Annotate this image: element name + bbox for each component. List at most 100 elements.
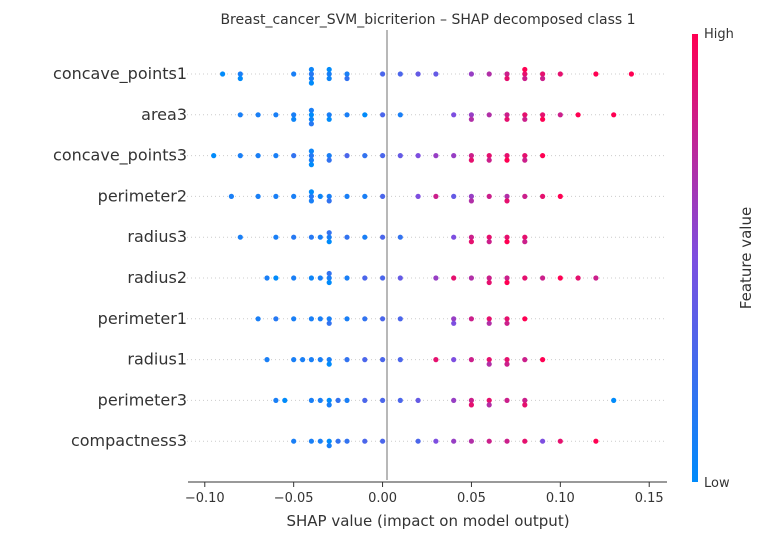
- shap-point: [326, 116, 332, 122]
- shap-point: [468, 316, 474, 322]
- shap-point: [291, 153, 297, 159]
- shap-point: [273, 112, 279, 118]
- shap-point: [380, 438, 386, 444]
- shap-point: [451, 357, 457, 363]
- shap-point: [362, 153, 368, 159]
- shap-point: [415, 397, 421, 403]
- shap-point: [291, 357, 297, 363]
- shap-point: [326, 270, 332, 277]
- shap-point: [468, 193, 474, 199]
- shap-point: [433, 357, 439, 363]
- shap-point: [486, 239, 492, 245]
- shap-point: [326, 402, 332, 408]
- shap-point: [522, 397, 528, 403]
- shap-point: [504, 357, 510, 363]
- shap-point: [326, 361, 332, 367]
- shap-point: [522, 157, 528, 163]
- shap-point: [308, 121, 314, 127]
- shap-point: [433, 438, 439, 444]
- shap-point: [317, 357, 323, 363]
- shap-point: [504, 71, 510, 77]
- shap-point: [317, 193, 323, 199]
- colorbar-title: Feature value: [737, 207, 755, 309]
- shap-point: [468, 239, 474, 245]
- shap-point: [468, 71, 474, 77]
- shap-point: [326, 279, 332, 286]
- feature-label: concave_points1: [53, 64, 187, 84]
- shap-point: [344, 234, 350, 240]
- shap-point: [308, 153, 314, 159]
- shap-point: [362, 438, 368, 444]
- shap-point: [326, 193, 332, 199]
- shap-point: [273, 275, 279, 281]
- shap-point: [397, 275, 403, 281]
- shap-point: [486, 397, 492, 403]
- shap-point: [540, 116, 546, 122]
- shap-point: [451, 397, 457, 403]
- shap-point: [273, 234, 279, 240]
- feature-rows: [187, 73, 667, 442]
- shap-point: [522, 438, 528, 444]
- shap-point: [326, 230, 332, 236]
- shap-point: [308, 316, 314, 322]
- shap-point: [468, 157, 474, 163]
- shap-point: [380, 193, 386, 199]
- shap-point: [308, 275, 314, 281]
- shap-point: [308, 71, 314, 77]
- shap-point: [486, 112, 492, 118]
- shap-point: [308, 397, 314, 403]
- shap-point: [486, 71, 492, 77]
- shap-point: [433, 275, 439, 281]
- x-tick-label: 0.00: [368, 491, 397, 506]
- shap-point: [468, 112, 474, 118]
- shap-point: [326, 75, 332, 82]
- shap-point: [362, 275, 368, 281]
- shap-point: [504, 157, 510, 163]
- x-tick-label: −0.05: [274, 491, 314, 506]
- shap-point: [362, 397, 368, 403]
- shap-point: [486, 316, 492, 322]
- shap-point: [575, 275, 581, 281]
- colorbar-low-label: Low: [704, 476, 730, 491]
- shap-point: [540, 71, 546, 77]
- shap-point: [504, 193, 510, 199]
- shap-point: [317, 275, 323, 281]
- shap-point: [504, 116, 510, 122]
- shap-point: [522, 402, 528, 408]
- shap-point: [362, 234, 368, 240]
- shap-point: [468, 153, 474, 159]
- shap-point: [593, 71, 599, 77]
- shap-point: [220, 71, 226, 77]
- shap-point: [593, 275, 599, 281]
- shap-point: [504, 198, 510, 204]
- shap-point: [522, 112, 528, 118]
- shap-point: [308, 80, 314, 86]
- shap-point: [228, 193, 234, 199]
- shap-point: [344, 275, 350, 281]
- shap-point: [486, 279, 492, 286]
- shap-point: [522, 116, 528, 122]
- shap-point: [522, 153, 528, 159]
- shap-point: [335, 397, 341, 403]
- shap-point: [468, 116, 474, 122]
- shap-point: [575, 112, 581, 118]
- shap-point: [308, 189, 314, 195]
- shap-point: [540, 112, 546, 118]
- shap-point: [540, 275, 546, 281]
- shap-point: [557, 71, 563, 77]
- shap-point: [326, 198, 332, 204]
- shap-point: [397, 316, 403, 322]
- shap-point: [326, 71, 332, 77]
- shap-point: [273, 397, 279, 403]
- shap-point: [522, 193, 528, 199]
- shap-point: [317, 397, 323, 403]
- x-axis-label: SHAP value (impact on model output): [286, 512, 569, 530]
- shap-point: [291, 234, 297, 240]
- shap-point: [335, 438, 341, 444]
- shap-point: [300, 357, 306, 363]
- shap-point: [255, 153, 261, 159]
- data-points: [211, 66, 635, 449]
- shap-point: [344, 193, 350, 199]
- shap-point: [468, 402, 474, 408]
- shap-point: [344, 75, 350, 82]
